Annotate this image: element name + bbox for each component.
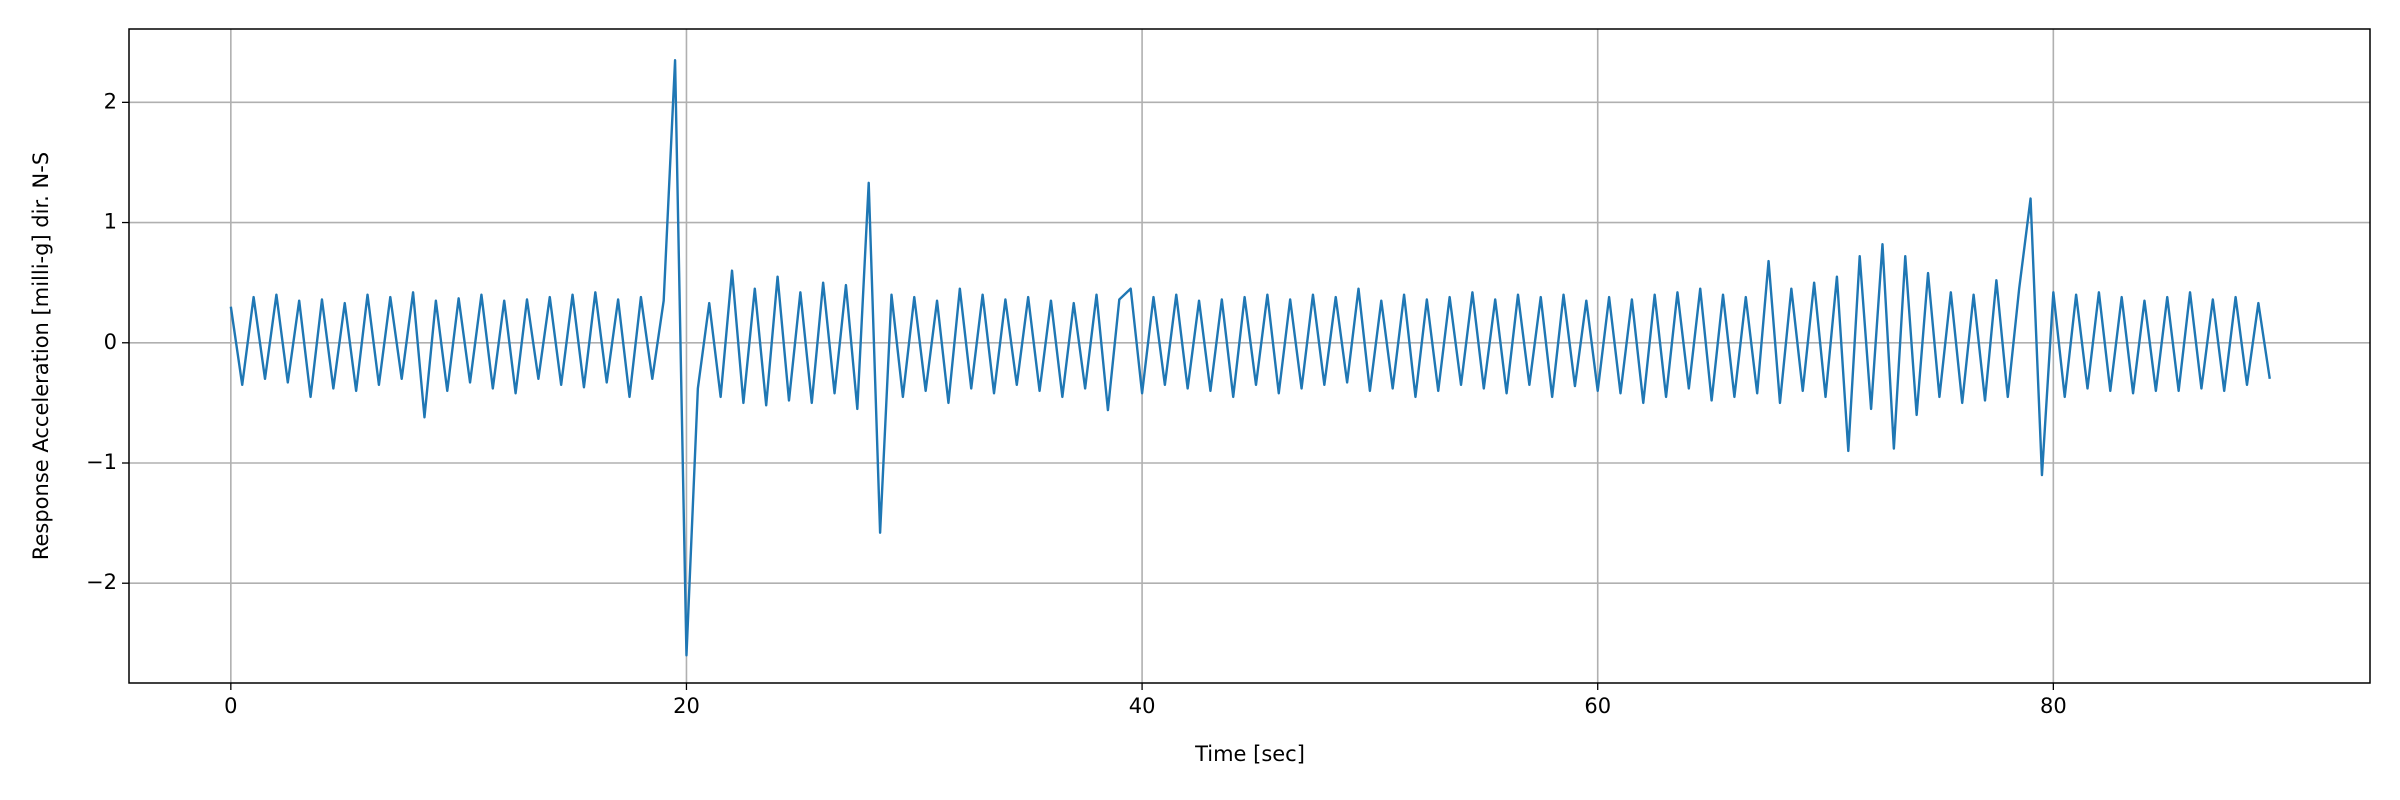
y-tick-label: 0	[104, 330, 117, 354]
grid	[129, 29, 2370, 683]
x-tick-label: 60	[1584, 694, 1611, 718]
series-line	[229, 59, 2271, 657]
y-tick-label: 1	[104, 210, 117, 234]
y-tick-label: −2	[86, 570, 117, 594]
plot-frame	[128, 28, 2371, 684]
y-tick-label: −1	[86, 450, 117, 474]
x-tick-label: 0	[224, 694, 237, 718]
y-axis-label: Response Acceleration [milli-g] dir. N-S	[29, 152, 53, 560]
x-tick-label: 40	[1129, 694, 1156, 718]
y-tick-label: 2	[104, 89, 117, 113]
x-axis-label: Time [sec]	[1194, 742, 1305, 766]
x-tick-label: 20	[673, 694, 700, 718]
x-tick-label: 80	[2040, 694, 2067, 718]
